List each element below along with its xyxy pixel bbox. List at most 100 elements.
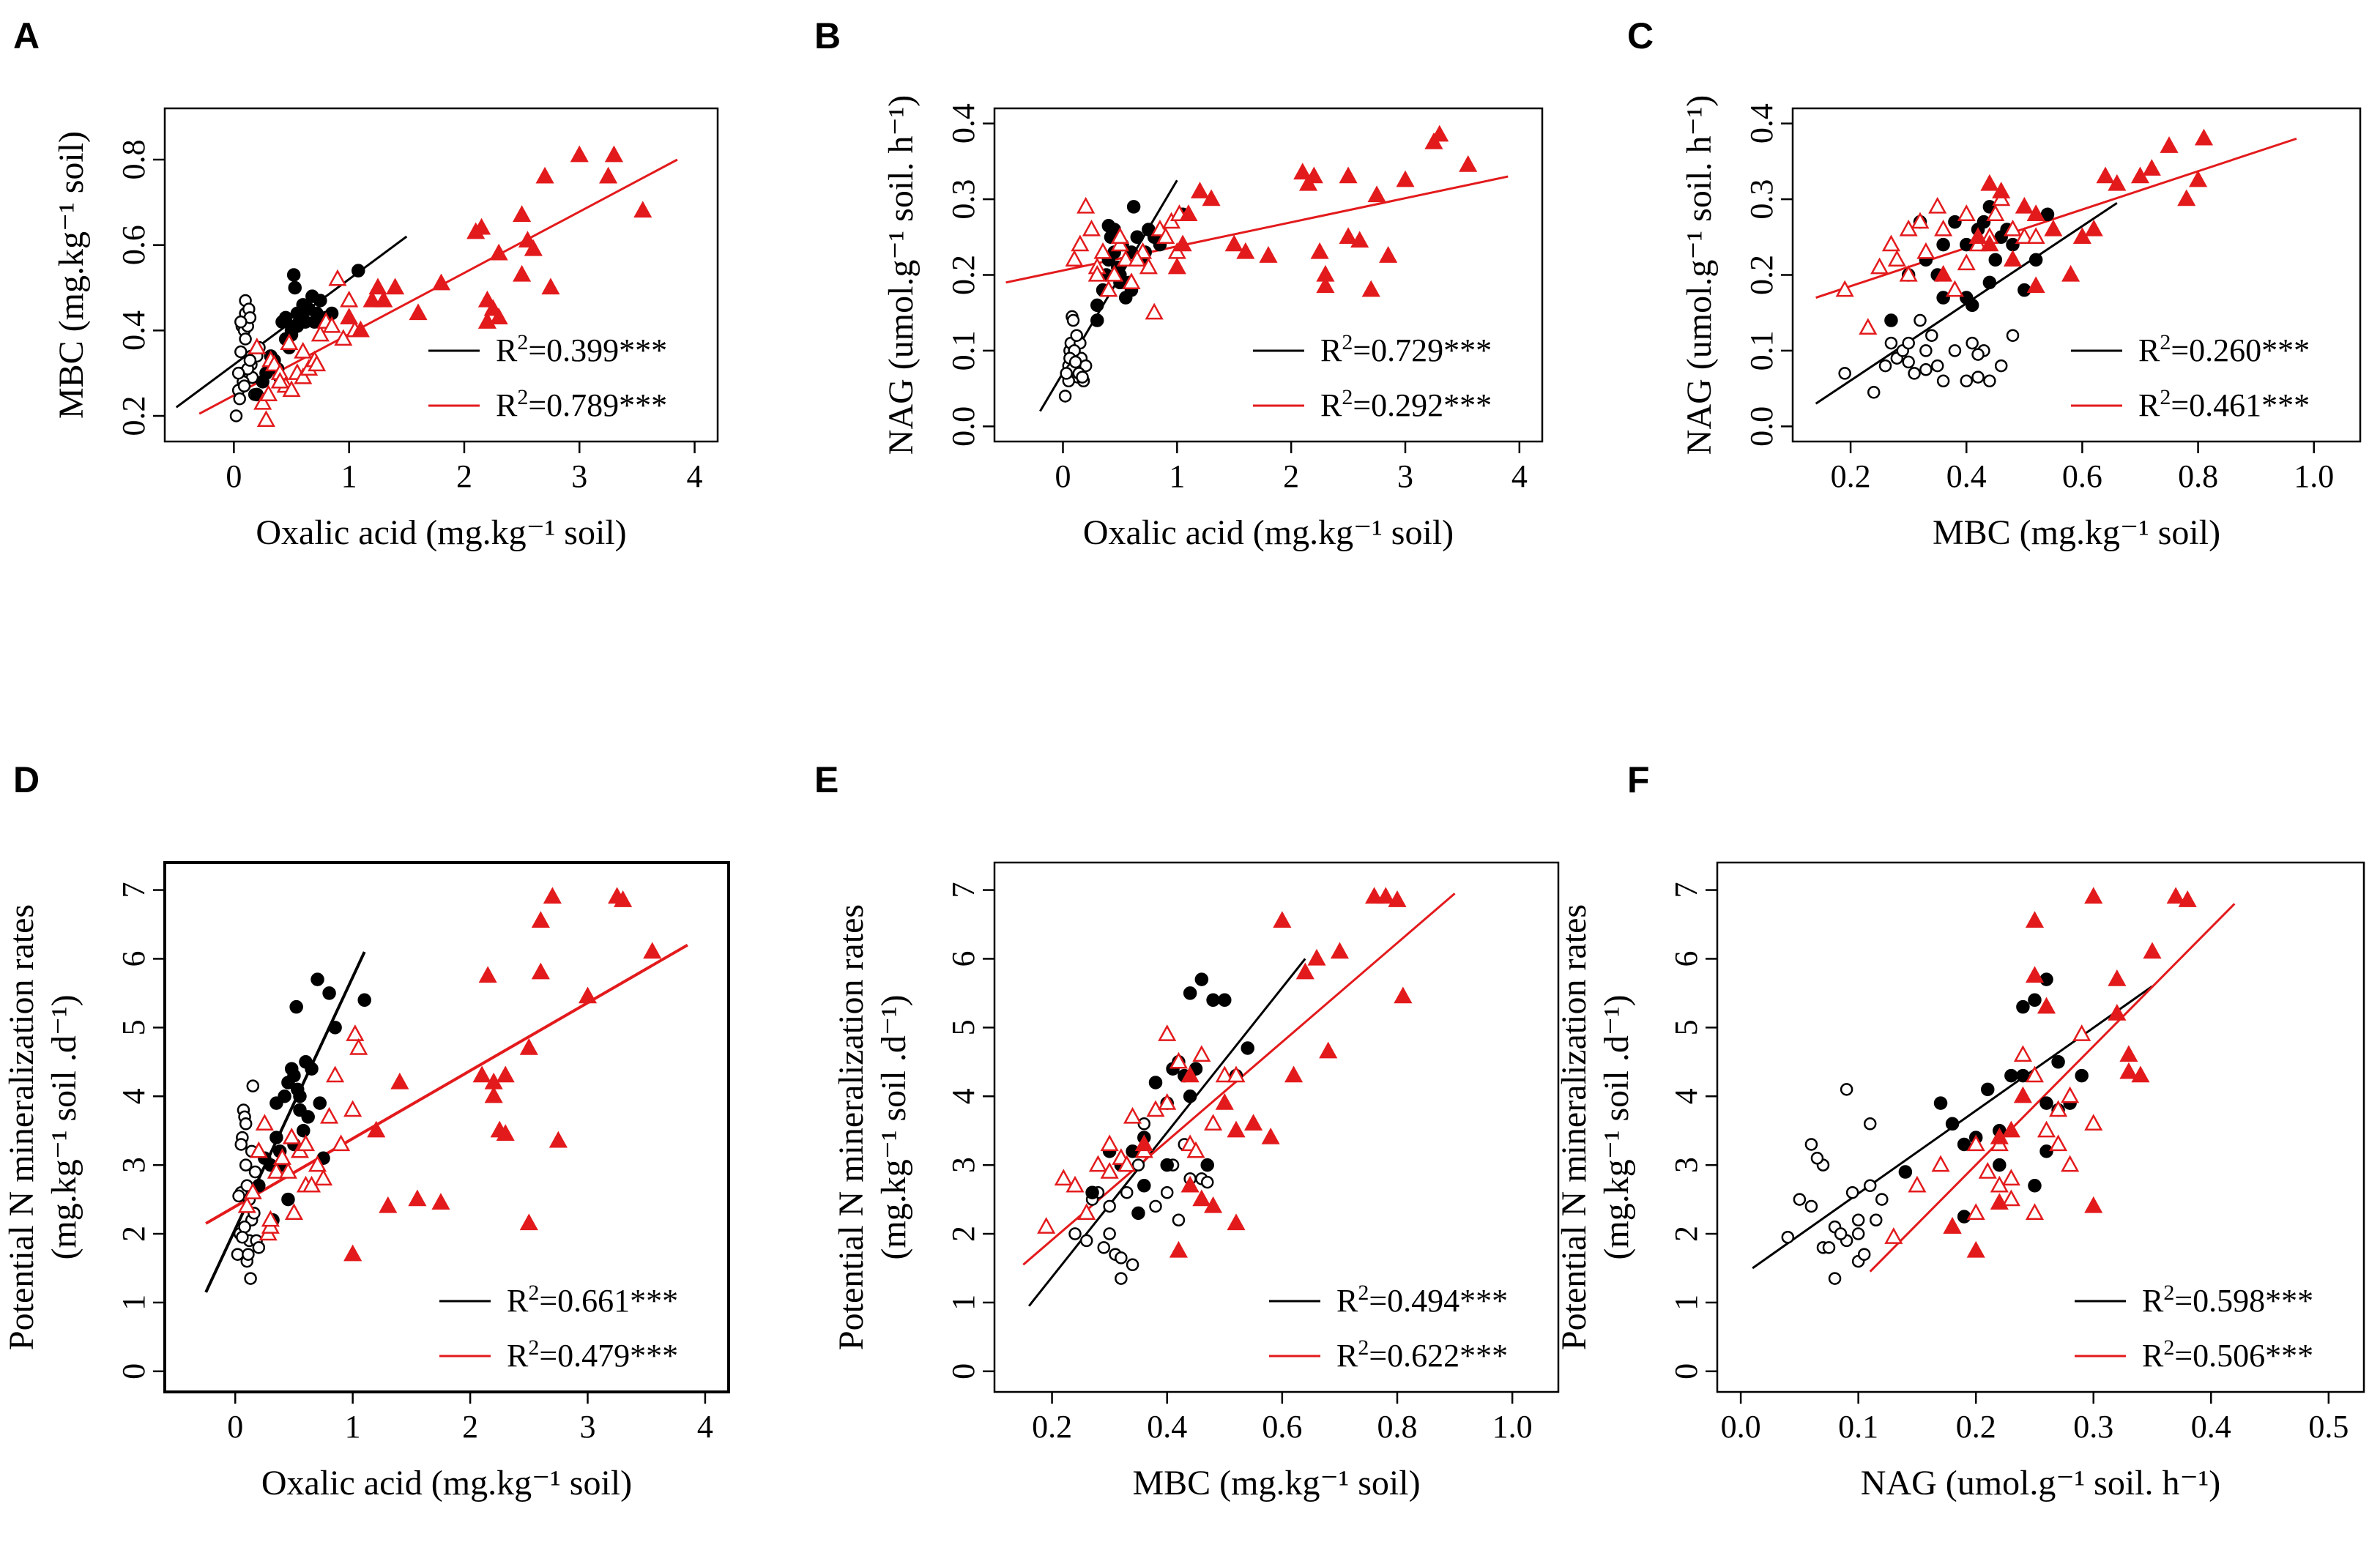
data-point (1204, 1114, 1223, 1131)
data-point (278, 310, 293, 325)
data-point (1993, 1158, 2007, 1172)
data-point (297, 1123, 310, 1138)
data-point (1180, 1065, 1200, 1083)
data-point (1957, 253, 1976, 271)
data-point (2096, 166, 2115, 184)
legend-value: =0.461*** (2171, 387, 2310, 423)
y-tick-label: 5 (945, 1019, 981, 1035)
legend-label: R2=0.789*** (496, 385, 667, 423)
data-marks (175, 145, 678, 428)
data-point (1350, 231, 1369, 248)
data-point (1810, 1152, 1824, 1165)
data-point (2026, 276, 2045, 294)
data-point (1169, 1051, 1188, 1069)
data-point (282, 380, 301, 398)
y-tick-label: 0.1 (1744, 330, 1780, 370)
data-point (1115, 1272, 1128, 1285)
data-point (313, 294, 327, 308)
x-tick-label: 3 (580, 1409, 596, 1445)
data-point (343, 1244, 362, 1262)
data-point (1990, 1175, 2009, 1193)
x-tick-label: 0 (227, 1409, 243, 1445)
data-point (322, 316, 341, 333)
legend-label: R2=0.494*** (1336, 1281, 1508, 1319)
data-point (326, 1065, 345, 1083)
data-point (1990, 1127, 2009, 1144)
data-point (261, 1210, 280, 1227)
data-point (2072, 1024, 2091, 1041)
panel-f: F 0.0 0.1 0.2 0.3 0.4 0.5 0 1 2 3 4 5 6 7 NAG (umol.g⁻¹… (1555, 759, 2365, 1502)
data-point (1804, 1199, 1818, 1213)
regression-line (1815, 137, 2297, 299)
data-point (1948, 344, 1962, 357)
data-point (1259, 246, 1278, 263)
data-point (1169, 1240, 1188, 1258)
legend-exponent: 2 (2160, 385, 2171, 409)
y-tick-label: 7 (945, 882, 981, 898)
x-tick-label: 0.4 (1946, 458, 1987, 494)
data-point (1060, 367, 1073, 380)
data-point (2003, 219, 2023, 237)
legend-value: =0.598*** (2174, 1283, 2313, 1319)
data-point (496, 1065, 515, 1083)
x-tick-label: 1 (345, 1409, 361, 1445)
x-tick-label: 1.0 (1492, 1409, 1533, 1445)
x-tick-label: 0.8 (1377, 1409, 1418, 1445)
legend-value: =0.506*** (2174, 1338, 2313, 1374)
plot-frame (1716, 861, 2365, 1393)
data-point (2084, 1114, 2103, 1131)
data-point (1430, 124, 1449, 142)
data-point (604, 145, 624, 163)
regression-line (205, 943, 688, 1225)
panel-a: A 0 1 2 3 4 0.2 0.4 0.6 0.8 Oxalic acid (mg.kg⁻¹ s… (13, 15, 719, 552)
data-point (1884, 336, 1898, 350)
data-point (386, 278, 405, 295)
data-point (2001, 1189, 2020, 1207)
legend-r: R (1336, 1283, 1358, 1319)
data-point (541, 278, 560, 295)
data-point (294, 341, 313, 359)
y-tick-label: 3 (945, 1157, 981, 1173)
data-point (1959, 237, 1974, 252)
data-point (288, 280, 302, 295)
data-point (2142, 159, 2161, 176)
data-point (1105, 264, 1124, 282)
data-point (1227, 1213, 1246, 1231)
x-tick-label: 0.2 (1831, 458, 1871, 494)
data-point (244, 1272, 257, 1285)
data-point (281, 1192, 295, 1207)
y-tick-label: 7 (1668, 882, 1704, 898)
data-point (293, 1089, 307, 1103)
data-point (1128, 250, 1147, 267)
legend-value: =0.479*** (539, 1338, 678, 1374)
data-point (289, 999, 303, 1014)
data-point (531, 911, 550, 928)
data-point (1227, 1065, 1246, 1083)
data-point (489, 243, 508, 261)
data-point (1957, 1137, 1971, 1152)
data-point (513, 205, 532, 223)
data-point (1983, 374, 1996, 388)
data-point (1192, 1189, 1211, 1207)
data-point (233, 392, 246, 406)
data-point (272, 1148, 291, 1165)
data-point (284, 1203, 304, 1221)
x-tick-label: 0.4 (1147, 1409, 1187, 1445)
data-point (2189, 170, 2208, 187)
x-tick-label: 0.5 (2308, 1409, 2349, 1445)
data-point (1186, 1141, 1205, 1158)
data-point (2037, 997, 2056, 1014)
data-point (2016, 999, 2030, 1014)
y-tick-label: 4 (116, 1088, 152, 1104)
data-marks (1752, 887, 2236, 1285)
x-tick-label: 4 (687, 458, 703, 494)
data-point (1908, 367, 1921, 380)
data-point (310, 324, 330, 342)
data-point (1948, 215, 1962, 229)
data-point (269, 1131, 283, 1144)
data-point (1103, 1227, 1116, 1240)
data-point (1131, 1206, 1145, 1221)
data-point (280, 333, 299, 351)
data-point (570, 145, 589, 163)
data-point (1137, 1117, 1151, 1131)
